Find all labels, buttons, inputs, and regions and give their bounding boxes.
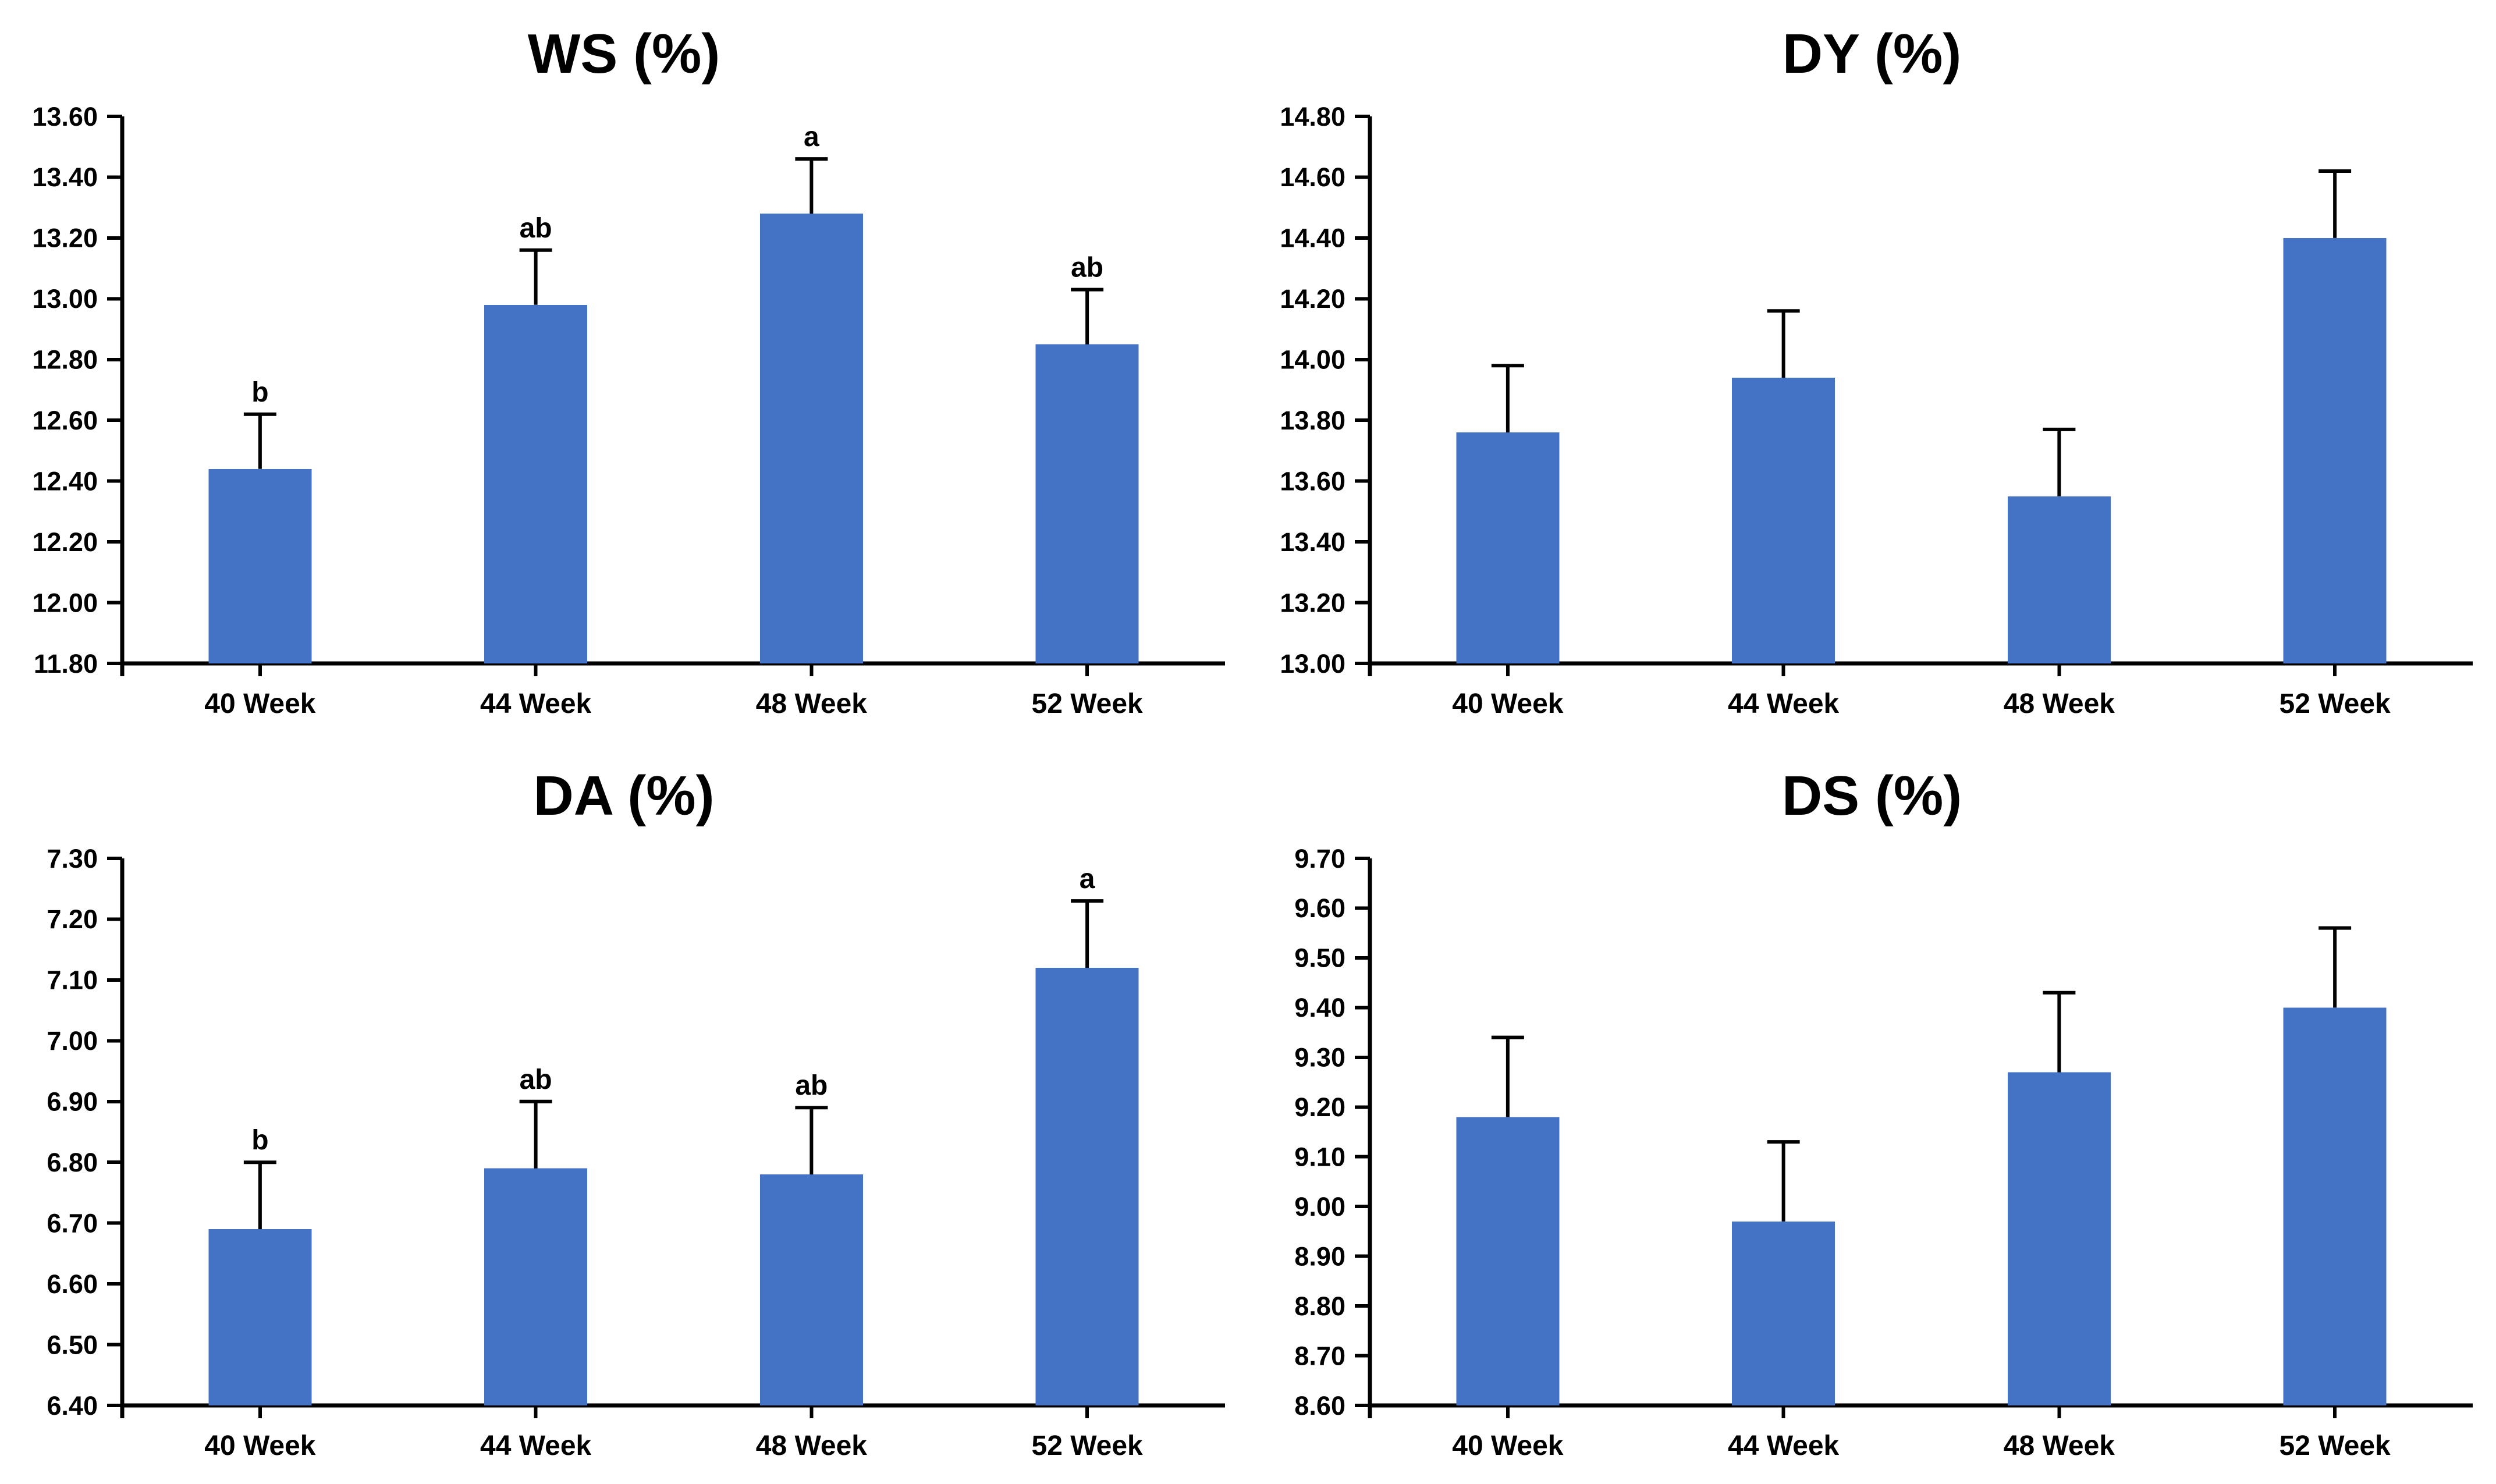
- bar-40-week: [208, 1229, 312, 1405]
- y-tick-label: 6.90: [47, 1087, 98, 1117]
- y-tick-label: 13.60: [32, 102, 98, 132]
- bar-40-week: [1456, 1117, 1560, 1405]
- x-category-label-44-week: 44 Week: [480, 688, 592, 719]
- sig-letter-52-week: a: [1080, 864, 1095, 894]
- x-category-label-40-week: 40 Week: [1452, 688, 1564, 719]
- x-category-label-40-week: 40 Week: [204, 1430, 316, 1461]
- chart-ws-plot: 11.80 12.00 12.20 12.40 12.60 12.80 13.00 13.20…: [32, 102, 1225, 719]
- y-tick-label: 9.70: [1294, 844, 1345, 874]
- y-tick-label: 14.60: [1280, 162, 1345, 192]
- x-category-label-52-week: 52 Week: [1032, 1430, 1144, 1461]
- chart-dy: DY (%) 13.00 13.20 13.40 13.60 13.80 14.00 14.…: [1248, 0, 2496, 742]
- y-tick-label: 6.70: [47, 1208, 98, 1238]
- sig-letter-40-week: b: [251, 377, 268, 408]
- x-category-label-40-week: 40 Week: [204, 688, 316, 719]
- y-tick-label: 6.60: [47, 1269, 98, 1299]
- chart-ws: WS (%) 11.80 12.00 12.20 12.40 12.60 12.80 13.…: [0, 0, 1248, 742]
- y-tick-label: 13.40: [1280, 527, 1345, 557]
- x-category-label-48-week: 48 Week: [756, 1430, 868, 1461]
- y-tick-label: 6.40: [47, 1391, 98, 1421]
- sig-letter-44-week: ab: [520, 1064, 552, 1095]
- x-category-label-48-week: 48 Week: [2004, 1430, 2115, 1461]
- bar-44-week: [484, 1168, 588, 1405]
- x-category-label-44-week: 44 Week: [480, 1430, 592, 1461]
- sig-letter-48-week: a: [804, 122, 819, 152]
- chart-da: DA (%) 6.40 6.50 6.60 6.70 6.80 6.90 7.00 7.10 7…: [0, 742, 1248, 1484]
- y-tick-label: 12.20: [32, 527, 98, 557]
- y-tick-label: 13.00: [1280, 649, 1345, 679]
- chart-ds-title: DS (%): [1781, 765, 1962, 827]
- chart-da-title: DA (%): [533, 765, 715, 827]
- sig-letter-52-week: ab: [1071, 253, 1103, 283]
- chart-dy-plot: 13.00 13.20 13.40 13.60 13.80 14.00 14.20 14.40…: [1280, 102, 2473, 719]
- x-category-label-52-week: 52 Week: [2280, 1430, 2391, 1461]
- y-tick-label: 9.10: [1294, 1142, 1345, 1171]
- y-tick-label: 12.60: [32, 406, 98, 435]
- bar-44-week: [484, 304, 588, 663]
- y-tick-label: 7.00: [47, 1026, 98, 1056]
- y-tick-label: 6.50: [47, 1330, 98, 1359]
- y-tick-label: 13.40: [32, 162, 98, 192]
- x-category-label-44-week: 44 Week: [1728, 688, 1840, 719]
- y-tick-label: 13.60: [1280, 466, 1345, 496]
- bar-52-week: [1035, 344, 1139, 663]
- y-tick-label: 11.80: [34, 649, 98, 679]
- bar-48-week: [2007, 1072, 2111, 1405]
- y-tick-label: 13.80: [1280, 406, 1345, 435]
- chart-ws-title: WS (%): [527, 23, 720, 85]
- bar-48-week: [759, 1174, 863, 1405]
- y-tick-label: 12.40: [32, 466, 98, 496]
- bar-52-week: [1035, 968, 1139, 1405]
- y-tick-label: 7.30: [47, 844, 98, 874]
- y-tick-label: 8.70: [1294, 1341, 1345, 1371]
- x-category-label-44-week: 44 Week: [1728, 1430, 1840, 1461]
- y-tick-label: 13.20: [32, 223, 98, 253]
- chart-dy-title: DY (%): [1782, 23, 1962, 85]
- x-category-label-48-week: 48 Week: [756, 688, 868, 719]
- y-tick-label: 12.00: [32, 588, 98, 617]
- y-tick-label: 14.00: [1280, 345, 1345, 375]
- y-tick-label: 8.90: [1294, 1241, 1345, 1271]
- y-tick-label: 7.20: [47, 904, 98, 934]
- y-tick-label: 9.30: [1294, 1043, 1345, 1073]
- bar-40-week: [208, 468, 312, 663]
- y-tick-label: 9.40: [1294, 993, 1345, 1023]
- bar-52-week: [2283, 237, 2387, 663]
- x-category-label-40-week: 40 Week: [1452, 1430, 1564, 1461]
- x-category-label-48-week: 48 Week: [2004, 688, 2115, 719]
- chart-ds: DS (%) 8.60 8.70 8.80 8.90 9.00 9.10 9.20 9.30 9…: [1248, 742, 2496, 1484]
- bar-48-week: [759, 214, 863, 664]
- y-tick-label: 9.20: [1294, 1092, 1345, 1122]
- x-category-label-52-week: 52 Week: [2280, 688, 2391, 719]
- y-tick-label: 8.80: [1294, 1291, 1345, 1321]
- bar-44-week: [1732, 1221, 1835, 1405]
- y-tick-label: 9.00: [1294, 1192, 1345, 1222]
- sig-letter-44-week: ab: [520, 213, 552, 244]
- chart-da-plot: 6.40 6.50 6.60 6.70 6.80 6.90 7.00 7.10 7.20 7.30…: [47, 844, 1225, 1461]
- bar-52-week: [2283, 1007, 2387, 1405]
- bar-44-week: [1732, 378, 1835, 663]
- sig-letter-48-week: ab: [795, 1070, 828, 1101]
- y-tick-label: 9.60: [1294, 893, 1345, 923]
- y-tick-label: 13.00: [32, 284, 98, 314]
- y-tick-label: 14.80: [1280, 102, 1345, 132]
- y-tick-label: 8.60: [1294, 1391, 1345, 1421]
- y-tick-label: 6.80: [47, 1148, 98, 1177]
- y-tick-label: 14.20: [1280, 284, 1345, 314]
- sig-letter-40-week: b: [251, 1125, 268, 1156]
- bar-40-week: [1456, 432, 1560, 663]
- y-tick-label: 9.50: [1294, 943, 1345, 973]
- y-tick-label: 14.40: [1280, 223, 1345, 253]
- x-category-label-52-week: 52 Week: [1032, 688, 1144, 719]
- y-tick-label: 7.10: [47, 965, 98, 995]
- y-tick-label: 12.80: [32, 345, 98, 375]
- bar-48-week: [2007, 496, 2111, 663]
- y-tick-label: 13.20: [1280, 588, 1345, 617]
- chart-ds-plot: 8.60 8.70 8.80 8.90 9.00 9.10 9.20 9.30 9.40 9.50…: [1294, 844, 2473, 1461]
